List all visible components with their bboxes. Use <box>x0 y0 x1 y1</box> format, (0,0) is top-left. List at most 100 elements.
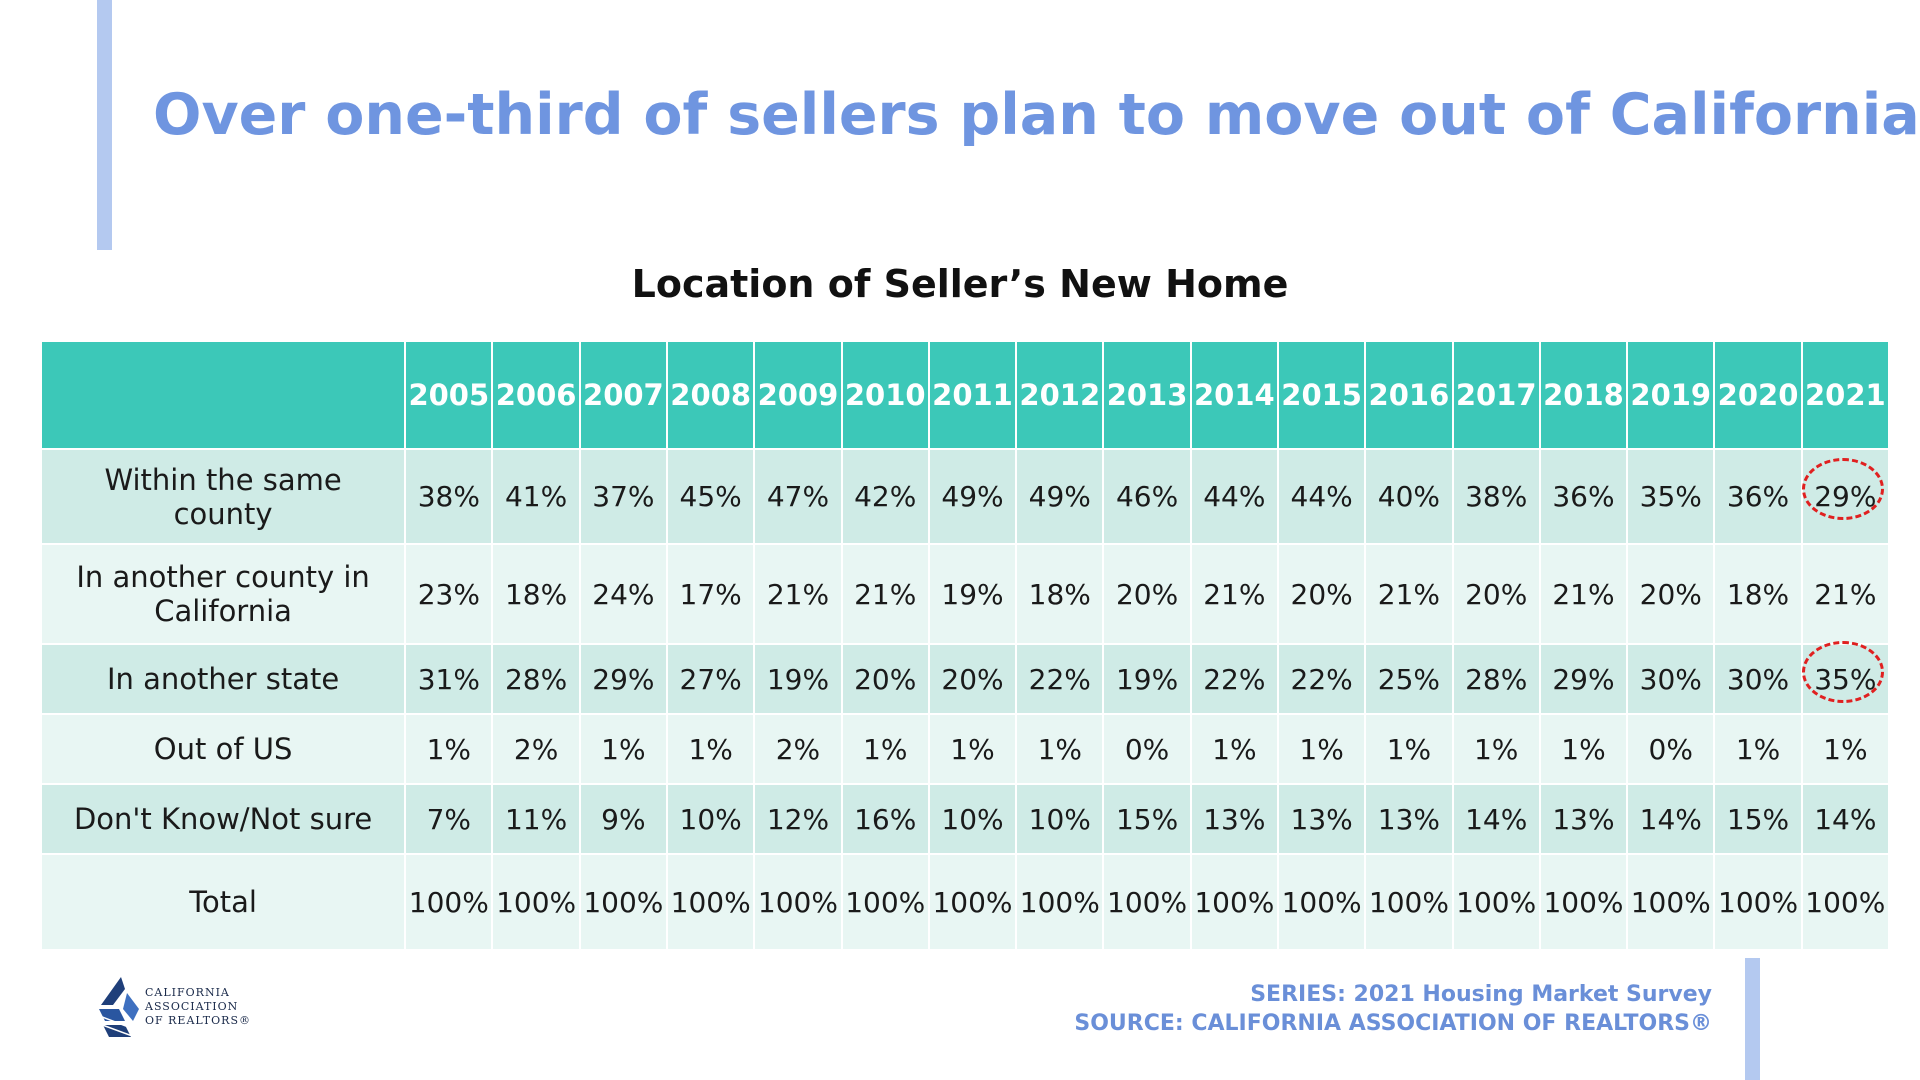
cell-text: 1% <box>1212 732 1257 766</box>
table-cell: 12% <box>753 783 843 855</box>
cell-text: 20% <box>1639 577 1702 611</box>
cell-value: 20% <box>1640 578 1702 611</box>
table-row: Within the same county 38% 41% 37% 45% 47% 42%… <box>39 448 1891 545</box>
cell-text: 18% <box>1726 577 1790 611</box>
cell-value: 10% <box>1029 803 1091 836</box>
cell-text: 1% <box>863 732 908 766</box>
cell-text: 18% <box>504 577 568 611</box>
cell-value: 100% <box>1020 886 1100 919</box>
cell-text: 100% <box>1368 885 1449 919</box>
cell-text: 100% <box>1718 885 1799 919</box>
year-header-2007: 2007 <box>578 340 669 450</box>
table-row: Don't Know/Not sure 7% 11% 9% 10% 12% 16% 10% 10… <box>39 783 1891 855</box>
cell-value: 12% <box>767 803 829 836</box>
cell-value: 14% <box>1814 803 1876 836</box>
table-cell: 20% <box>1626 543 1716 645</box>
cell-text: 20% <box>941 662 1004 696</box>
cell-value: 37% <box>592 480 654 513</box>
cell-value: 10% <box>680 803 742 836</box>
cell-text: 1% <box>1473 732 1519 766</box>
table-cell: 47% <box>753 448 843 545</box>
year-header-2006: 2006 <box>491 340 581 450</box>
table-cell: 1% <box>1451 713 1541 785</box>
table-cell: 22% <box>1189 643 1279 715</box>
table-row: Out of US 1% 2% 1% 1% 2% 1% 1% 1% 0% 1% 1% 1% 1% 1% 0% 1… <box>39 713 1891 785</box>
cell-value: 44% <box>1291 480 1353 513</box>
table-cell: 13% <box>1276 783 1367 855</box>
cell-value: 30% <box>1727 663 1789 696</box>
table-cell: 1% <box>404 713 494 785</box>
cell-value: 2% <box>776 733 820 766</box>
cell-value: 21% <box>854 578 916 611</box>
highlight-circle <box>1802 458 1885 520</box>
table-cell: 1% <box>1538 713 1629 785</box>
source-label: SOURCE: CALIFORNIA ASSOCIATION OF REALTO… <box>1074 1011 1712 1036</box>
table-cell: 10% <box>666 783 756 855</box>
cell-value: 38% <box>418 480 480 513</box>
cell-value: 22% <box>1291 663 1353 696</box>
cell-text: 44% <box>1203 480 1266 513</box>
cell-text: 1% <box>426 732 472 766</box>
table-cell: 15% <box>1713 783 1803 855</box>
cell-value: 1% <box>1736 733 1780 766</box>
data-table: 2005 2006 2007 2008 2009 2010 2011 2012 2013 2014… <box>39 340 1891 951</box>
cell-value: 1% <box>688 733 732 766</box>
cell-text: 28% <box>1465 662 1528 696</box>
table-cell: 1% <box>927 713 1018 785</box>
table-cell: 100% <box>1189 853 1279 951</box>
cell-value: 18% <box>505 578 567 611</box>
cell-text: 45% <box>679 480 742 513</box>
cell-text: 10% <box>1028 802 1091 836</box>
table-cell: 17% <box>666 543 756 645</box>
cell-text: 100% <box>1281 885 1362 919</box>
cell-text: 44% <box>1290 480 1353 513</box>
cell-value: 100% <box>1805 886 1885 919</box>
cell-value: 40% <box>1378 480 1440 513</box>
cell-value: 36% <box>1552 480 1614 513</box>
cell-text: 49% <box>941 480 1004 513</box>
cell-text: 19% <box>941 577 1004 611</box>
cell-value: 1% <box>1823 733 1867 766</box>
cell-value: 35% <box>1640 480 1702 513</box>
cell-value: 7% <box>427 803 471 836</box>
header-row: 2005 2006 2007 2008 2009 2010 2011 2012 2013 2014… <box>39 340 1891 450</box>
year-header-2021: 2021 <box>1800 340 1891 450</box>
table-cell: 31% <box>404 643 494 715</box>
cell-value: 100% <box>1631 886 1711 919</box>
cell-value: 100% <box>1718 886 1798 919</box>
cell-text: 21% <box>1203 577 1266 611</box>
cell-value: 100% <box>1369 886 1449 919</box>
year-header-2014: 2014 <box>1189 340 1279 450</box>
table-cell: 18% <box>1015 543 1105 645</box>
cell-value: 36% <box>1727 480 1789 513</box>
cell-value: 1% <box>1212 733 1256 766</box>
table-cell: 29% <box>1800 448 1891 545</box>
cell-value: 100% <box>1194 886 1274 919</box>
cell-text: 21% <box>766 577 830 611</box>
cell-value: 23% <box>418 578 480 611</box>
cell-text: 100% <box>1805 885 1886 919</box>
table-cell: 21% <box>1800 543 1891 645</box>
cell-value: 31% <box>418 663 480 696</box>
table-cell: 10% <box>1015 783 1105 855</box>
cell-value: 100% <box>583 886 663 919</box>
table-cell: 2% <box>753 713 843 785</box>
table-cell: 24% <box>578 543 669 645</box>
cell-value: 21% <box>1814 578 1876 611</box>
cell-text: 31% <box>417 662 480 696</box>
cell-text: 30% <box>1726 662 1790 696</box>
table-cell: 37% <box>578 448 669 545</box>
table-cell: 1% <box>578 713 669 785</box>
year-header-2016: 2016 <box>1364 340 1454 450</box>
year-header-2009: 2009 <box>753 340 843 450</box>
cell-text: 7% <box>426 802 472 836</box>
cell-text: 100% <box>1019 885 1100 919</box>
cell-text: 21% <box>1377 577 1441 611</box>
table-cell: 30% <box>1626 643 1716 715</box>
cell-text: 15% <box>1726 802 1790 836</box>
cell-value: 20% <box>1465 578 1527 611</box>
cell-value: 13% <box>1203 803 1265 836</box>
table-cell: 29% <box>1538 643 1629 715</box>
row-label: In another county in California <box>39 543 407 645</box>
table-row: In another state 31% 28% 29% 27% 19% 20% 20% 22%… <box>39 640 1891 715</box>
